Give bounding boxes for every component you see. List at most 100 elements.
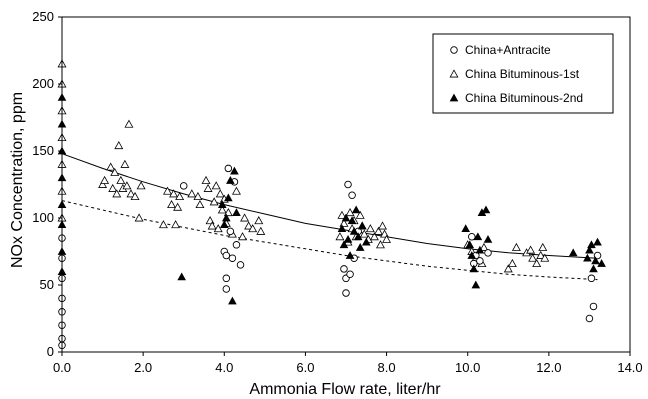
fit-curve-dashed (61, 200, 598, 281)
data-point (345, 251, 355, 259)
data-point (126, 189, 136, 198)
data-point (231, 186, 241, 195)
series-0 (58, 164, 602, 350)
data-point (339, 240, 349, 249)
data-point (468, 233, 476, 241)
data-point (254, 216, 264, 225)
data-point (201, 175, 211, 184)
y-tick-label: 200 (32, 76, 54, 91)
data-point (209, 197, 219, 206)
axes: 0.0 2.0 4.0 6.0 8.0 10.0 12.0 14.0 0 50 100 150 200 2… (32, 9, 642, 375)
data-point (226, 176, 235, 184)
legend-marker (449, 93, 459, 102)
data-point (528, 253, 538, 262)
data-point (228, 254, 237, 262)
data-point (345, 208, 355, 217)
data-point (585, 314, 594, 323)
data-point (476, 257, 484, 265)
data-point (232, 208, 241, 216)
data-point (461, 224, 470, 233)
data-point (355, 210, 365, 219)
y-tick-label: 0 (47, 344, 54, 359)
data-point (122, 181, 132, 190)
data-point (116, 175, 126, 184)
data-point (335, 232, 345, 241)
data-point (244, 221, 254, 230)
data-point (100, 175, 110, 184)
data-point (124, 119, 134, 128)
data-point (483, 235, 493, 243)
data-point (219, 220, 229, 229)
data-point (222, 251, 231, 260)
fit-curve-solid (61, 153, 598, 259)
data-point (591, 256, 600, 265)
data-point (503, 264, 513, 273)
trend-lines (61, 153, 598, 281)
data-point (207, 221, 217, 230)
data-point (347, 216, 357, 225)
data-point (106, 162, 116, 171)
data-point (481, 205, 491, 214)
data-point (593, 237, 602, 246)
data-point (158, 220, 168, 229)
legend-marker (450, 46, 458, 54)
x-tick-label: 10.0 (455, 360, 480, 375)
data-point (467, 251, 477, 259)
data-point (532, 258, 542, 268)
data-point (217, 205, 227, 214)
data-point (222, 213, 231, 222)
data-point (536, 250, 546, 259)
data-point (351, 205, 361, 214)
data-point (222, 285, 231, 293)
y-axis-title: NOx Concentration, ppm (9, 92, 26, 268)
data-point (337, 210, 347, 219)
data-point (224, 193, 233, 202)
data-point (382, 234, 392, 243)
data-point (337, 224, 347, 233)
legend-label: China+Antracite (465, 43, 551, 57)
data-point (112, 189, 122, 198)
data-point (236, 261, 245, 269)
data-point (211, 181, 221, 190)
y-tick-label: 150 (32, 143, 54, 158)
data-point (173, 202, 183, 211)
data-point (130, 191, 140, 201)
data-point (583, 253, 592, 262)
data-point (215, 189, 225, 198)
plot-frame (61, 16, 631, 353)
data-point (256, 226, 266, 235)
data-point (376, 240, 385, 249)
data-point (587, 274, 596, 283)
data-point (193, 191, 203, 201)
data-point (248, 224, 258, 233)
data-point (469, 264, 479, 273)
data-point (342, 289, 350, 297)
data-markers (57, 59, 606, 350)
data-point (343, 235, 353, 243)
data-point (355, 243, 365, 251)
legend-label: China Bituminous-1st (465, 67, 580, 81)
y-tick-label: 50 (40, 277, 54, 292)
legend: China+Antracite China Bituminous-1st China… (432, 33, 614, 114)
data-point (222, 274, 231, 283)
data-point (540, 253, 550, 262)
data-point (346, 270, 354, 279)
y-tick-label: 100 (32, 210, 54, 225)
data-point (473, 232, 483, 241)
data-point (230, 166, 239, 175)
data-point (226, 227, 235, 236)
data-point (353, 232, 363, 241)
data-point (163, 186, 172, 195)
data-point (240, 213, 250, 222)
data-point (217, 200, 227, 208)
data-point (344, 180, 352, 189)
data-point (134, 213, 144, 222)
data-point (471, 280, 481, 289)
data-point (179, 182, 188, 190)
data-point (511, 242, 521, 251)
data-point (108, 183, 118, 192)
legend-box (432, 33, 614, 114)
x-tick-label: 6.0 (296, 360, 314, 375)
x-tick-label: 4.0 (215, 360, 233, 375)
